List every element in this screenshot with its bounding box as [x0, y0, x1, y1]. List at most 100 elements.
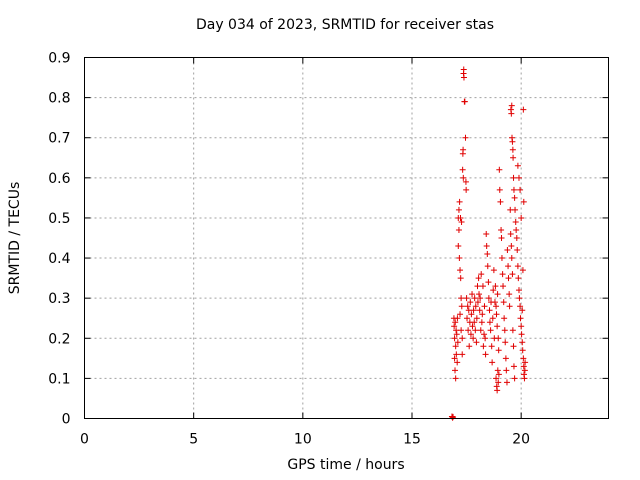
- data-point: [481, 331, 488, 338]
- y-tick-label: 0.3: [48, 291, 70, 307]
- data-point: [490, 287, 497, 294]
- data-point: [510, 186, 517, 193]
- data-point: [463, 186, 470, 193]
- data-point: [455, 226, 462, 233]
- data-point: [509, 327, 516, 334]
- data-point: [471, 295, 478, 302]
- x-axis-label: GPS time / hours: [287, 457, 405, 473]
- x-tick-label: 0: [80, 432, 89, 448]
- data-point: [519, 267, 526, 274]
- data-point: [457, 267, 464, 274]
- data-point: [502, 355, 509, 362]
- data-point: [477, 295, 484, 302]
- data-point: [520, 198, 527, 205]
- data-point: [485, 279, 492, 286]
- data-point: [455, 243, 462, 250]
- data-point: [515, 275, 522, 282]
- data-point: [495, 371, 502, 378]
- data-point: [502, 339, 509, 346]
- data-point: [512, 206, 519, 213]
- data-point: [489, 359, 496, 366]
- data-point: [466, 343, 473, 350]
- data-point: [472, 303, 479, 310]
- data-point: [477, 327, 484, 334]
- data-point: [518, 331, 525, 338]
- data-point: [509, 138, 516, 145]
- axis-ticks: 0 0.1 0.2 0.3 0.4 0.5 0.6 0.7 0.8 0.9 0 5 10 15 20: [48, 51, 609, 448]
- data-point: [452, 319, 459, 326]
- y-tick-label: 0.6: [48, 171, 70, 187]
- data-point: [495, 379, 502, 386]
- data-point: [510, 363, 517, 370]
- data-point: [505, 275, 512, 282]
- data-point: [499, 271, 506, 278]
- y-tick-label: 0.4: [48, 251, 70, 267]
- data-point: [474, 283, 481, 290]
- data-point: [494, 387, 501, 394]
- data-point: [469, 323, 476, 330]
- data-point: [519, 307, 526, 314]
- data-point: [475, 275, 482, 282]
- x-tick-label: 5: [189, 432, 198, 448]
- data-point: [505, 263, 512, 270]
- data-point: [471, 319, 478, 326]
- data-point: [453, 327, 460, 334]
- data-point: [497, 198, 504, 205]
- data-point: [484, 251, 491, 258]
- data-point: [463, 295, 470, 302]
- data-point: [479, 311, 486, 318]
- data-point: [512, 218, 519, 225]
- data-point: [507, 230, 514, 237]
- data-point: [520, 363, 527, 370]
- data-point: [467, 299, 474, 306]
- data-point: [504, 247, 511, 254]
- data-points: [448, 66, 529, 421]
- data-point: [478, 271, 485, 278]
- data-point: [460, 174, 467, 181]
- data-point: [469, 291, 476, 298]
- y-tick-label: 0.5: [48, 211, 70, 227]
- data-point: [474, 299, 481, 306]
- data-point: [521, 375, 528, 382]
- data-point: [458, 295, 465, 302]
- data-point: [454, 315, 461, 322]
- data-point: [455, 206, 462, 213]
- chart-title: Day 034 of 2023, SRMTID for receiver sta…: [195, 17, 495, 33]
- x-tick-label: 10: [294, 432, 312, 448]
- data-point: [484, 263, 491, 270]
- data-point: [508, 110, 515, 117]
- data-point: [491, 299, 498, 306]
- data-point: [479, 283, 486, 290]
- data-point: [458, 327, 465, 334]
- y-tick-label: 0.8: [48, 91, 70, 107]
- data-point: [517, 315, 524, 322]
- data-point: [513, 235, 520, 241]
- data-point: [482, 351, 489, 358]
- data-point: [454, 339, 461, 346]
- data-point: [456, 198, 463, 205]
- data-point: [514, 263, 521, 270]
- data-point: [511, 375, 518, 382]
- data-point: [509, 146, 516, 153]
- data-point: [494, 367, 501, 374]
- data-point: [500, 283, 507, 290]
- data-point: [457, 275, 464, 282]
- data-point: [496, 166, 503, 173]
- data-point: [472, 327, 479, 334]
- y-tick-label: 0.2: [48, 331, 70, 347]
- data-point: [457, 214, 464, 221]
- data-point: [520, 106, 527, 113]
- data-point: [498, 235, 505, 241]
- data-point: [494, 291, 501, 298]
- data-point: [510, 154, 517, 161]
- data-point: [467, 331, 474, 338]
- data-point: [517, 303, 524, 310]
- data-point: [452, 343, 459, 350]
- data-point: [464, 303, 471, 310]
- grid: [84, 57, 609, 419]
- data-point: [485, 295, 492, 302]
- data-point: [490, 267, 497, 274]
- data-point: [454, 359, 461, 366]
- data-point: [514, 162, 521, 169]
